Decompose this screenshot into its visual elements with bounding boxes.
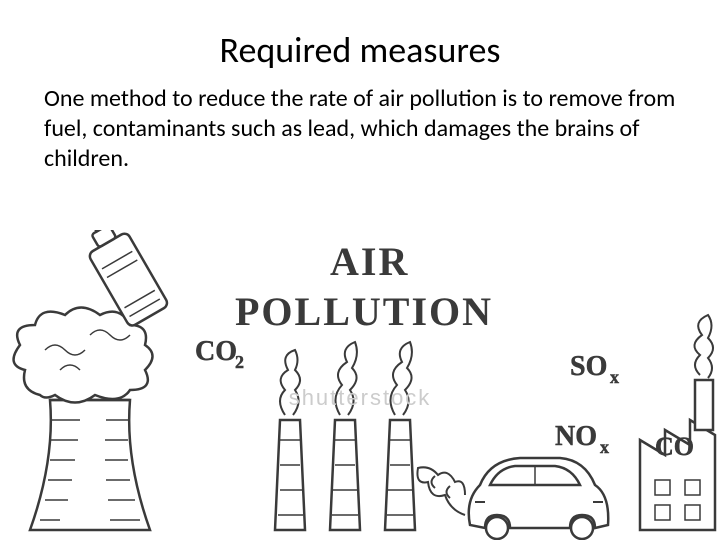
- illustration-heading: AIR POLLUTION: [235, 239, 493, 334]
- svg-text:SO: SO: [570, 351, 607, 382]
- svg-text:x: x: [600, 437, 609, 457]
- sox-label: SO x: [570, 351, 619, 387]
- svg-text:AIR: AIR: [330, 239, 409, 284]
- svg-text:CO: CO: [195, 336, 237, 367]
- svg-text:NO: NO: [555, 421, 597, 452]
- cooling-tower-icon: [14, 308, 153, 531]
- car-icon: [469, 458, 608, 539]
- svg-text:POLLUTION: POLLUTION: [235, 289, 493, 334]
- nox-label: NO x: [555, 421, 609, 457]
- co-label: CO: [655, 432, 694, 461]
- exhaust-smoke-icon: [417, 467, 465, 515]
- slide-body: One method to reduce the rate of air pol…: [40, 84, 680, 174]
- svg-text:CO: CO: [655, 432, 694, 461]
- slide-container: Required measures One method to reduce t…: [0, 0, 720, 540]
- svg-text:x: x: [610, 367, 619, 387]
- smokestacks-icon: [275, 342, 415, 530]
- slide-title: Required measures: [40, 28, 680, 72]
- pollution-illustration: AIR POLLUTION: [0, 230, 720, 540]
- co2-label: CO 2: [195, 336, 244, 372]
- svg-text:2: 2: [235, 352, 244, 372]
- factory-icon: [640, 315, 715, 530]
